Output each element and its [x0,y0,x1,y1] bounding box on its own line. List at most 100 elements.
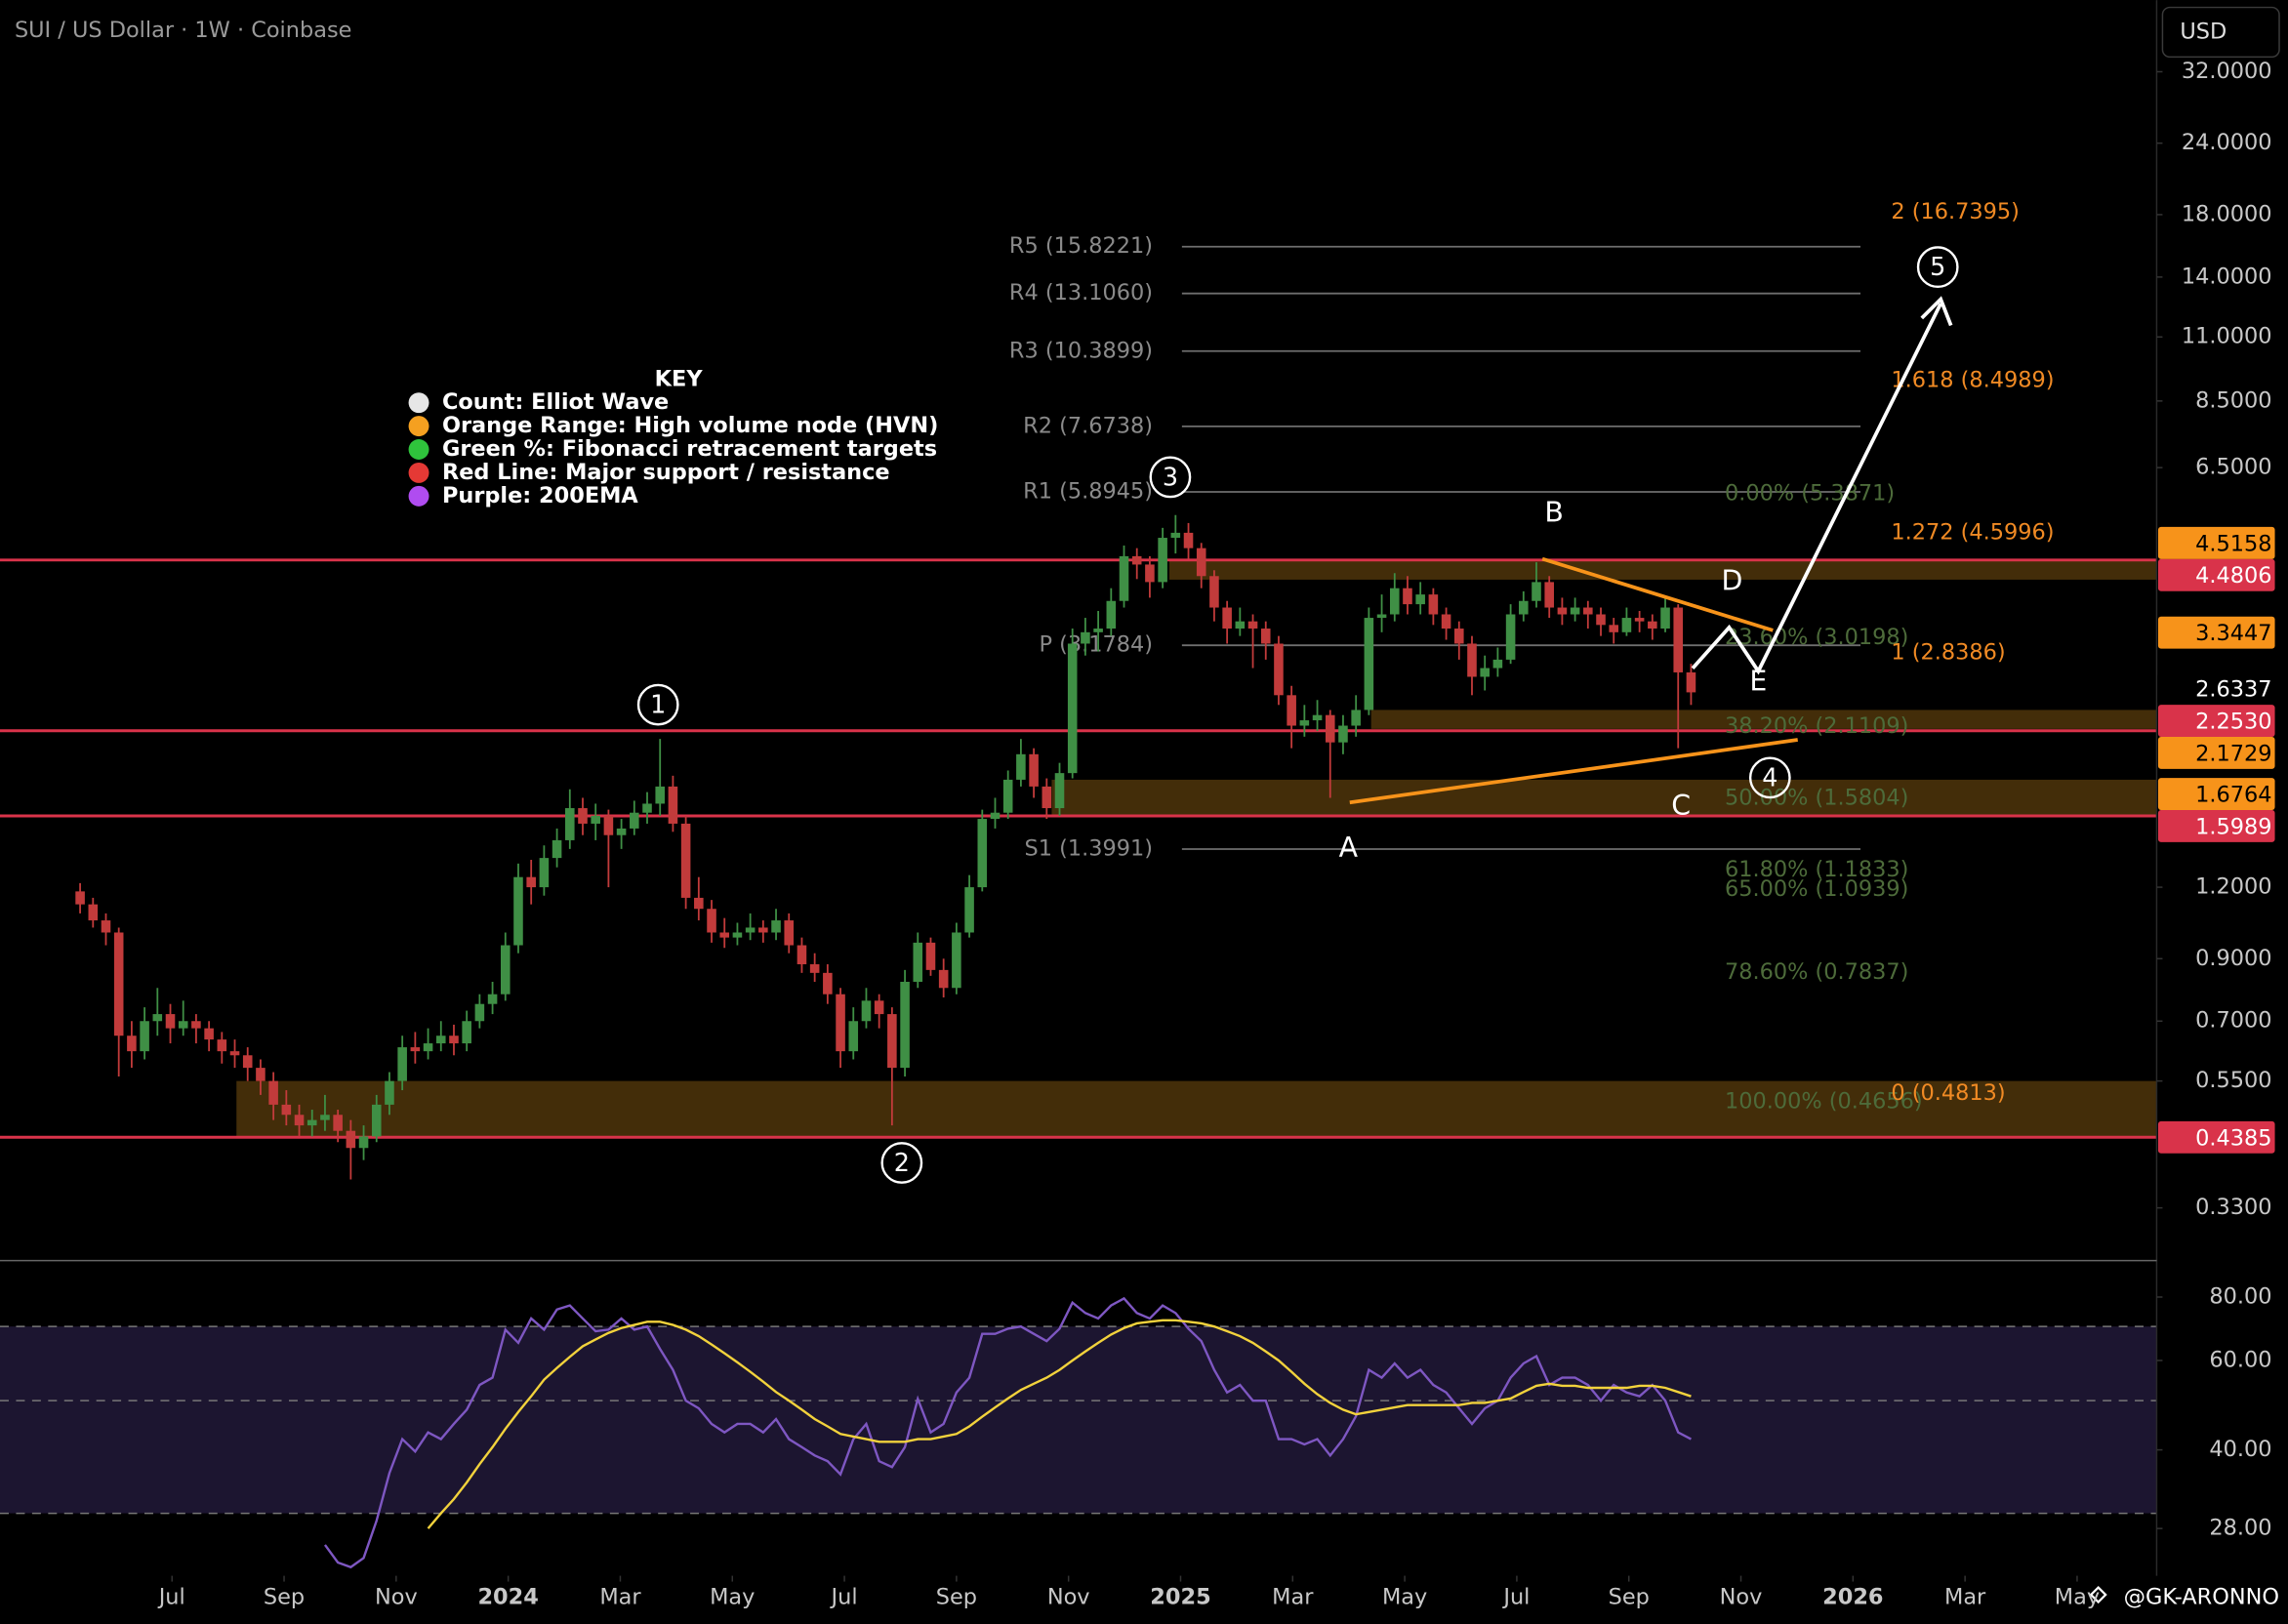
candle-body [1415,594,1425,605]
candle-body [977,819,988,888]
candle-body [1519,600,1529,615]
candle-body [1660,607,1670,629]
candle-body [655,786,665,804]
candle-body [591,815,600,824]
key-dot [408,439,429,460]
price-tag [2157,616,2275,649]
x-tick-label: Mar [1272,1585,1314,1610]
candle-body [1376,614,1387,619]
y-tick-label: 8.5000 [2195,387,2271,413]
arrow-head [1920,296,1953,327]
rsi-y-tick-label: 80.00 [2209,1283,2271,1309]
rsi-ma-line [427,1319,1692,1529]
rsi-y-tick-label: 40.00 [2209,1437,2271,1462]
candle-body [861,1000,872,1022]
candle-body [513,876,523,946]
wave-circle [1149,456,1192,499]
wave-label: 2 [894,1148,910,1177]
candle-body [1621,618,1632,632]
candle-body [1158,538,1167,583]
price-tag [2157,526,2275,559]
candle-body [680,823,691,898]
hvn-zone [236,1080,2157,1138]
candle-body [113,932,124,1036]
x-tick-label: Jul [157,1585,185,1610]
candle-body [565,808,575,840]
x-tick-label: Nov [375,1585,418,1610]
candle-body [178,1021,188,1029]
hvn-zone [1169,559,2157,580]
fib-retracement-label: 38.20% (2.1109) [1725,713,1908,739]
wave-label: 3 [1163,462,1178,491]
candle-body [964,887,974,933]
key-title: KEY [655,366,704,391]
candle-body [758,927,768,933]
candle-body [1351,710,1361,726]
candle-body [1002,779,1013,813]
hvn-zone [1370,710,2157,729]
candle-body [1042,786,1052,809]
candle-body [1183,532,1194,548]
fib-retracement-label: 0.00% (5.3871) [1725,480,1895,506]
price-tag-label: 3.3447 [2195,621,2271,646]
x-tick-label: Sep [1609,1585,1650,1610]
annotations [1349,296,1953,805]
y-tick-label: 0.9000 [2195,946,2271,971]
candle-body [1312,714,1323,721]
x-tick-label: Jul [1501,1585,1530,1610]
fib-retracement-label: 65.00% (1.0939) [1725,876,1908,902]
candle-body [848,1021,859,1052]
candle-body [217,1039,227,1052]
price-tag-label: 1.6764 [2195,783,2271,808]
candle-body [1287,695,1296,726]
y-tick-label: 0.5500 [2195,1068,2271,1093]
candle-body [630,812,639,829]
candle-body [435,1035,446,1044]
rsi-y-tick-label: 28.00 [2209,1516,2271,1541]
candle-body [474,1003,485,1022]
candle-body [1441,614,1451,629]
candle-body [938,969,949,989]
price-tag-label: 4.4806 [2195,563,2271,589]
x-tick-label: Mar [1944,1585,1986,1610]
x-tick-label: 2026 [1822,1585,1883,1610]
x-tick-label: Sep [264,1585,305,1610]
candle-body [603,815,614,835]
candle-body [410,1047,421,1052]
candle-body [526,876,536,888]
fib-extension-label: 1.618 (8.4989) [1891,367,2054,392]
y-tick-label: 1.2000 [2195,874,2271,900]
candle-body [462,1021,471,1044]
candle-body [1299,720,1310,726]
x-tick-label: May [2055,1585,2100,1610]
candle-body [1609,625,1619,632]
candle-body [204,1028,214,1040]
candle-body [294,1115,305,1126]
candle-body [823,972,833,995]
key-item: Count: Elliot Wave [442,389,669,415]
candle-body [952,932,961,989]
currency-label[interactable]: USD [2180,19,2227,44]
candle-body [1532,582,1541,601]
candle-body [732,932,743,938]
candle-body [1648,621,1657,629]
candle-body [423,1043,433,1052]
candle-body [990,812,1001,820]
candle-body [487,994,498,1004]
x-tick-label: Nov [1720,1585,1763,1610]
candle-body [1119,555,1129,601]
wave-circle [1748,756,1791,799]
x-tick-label: 2024 [477,1585,538,1610]
currency-button[interactable] [2161,6,2280,59]
candle-body [913,942,923,982]
candle-body [1222,607,1232,629]
wave-circle [1916,246,1959,289]
candle-body [1247,621,1258,629]
candle-body [358,1136,369,1149]
abc-label: A [1339,832,1359,864]
candle-body [694,897,704,910]
candle-body [642,803,652,813]
candle-body [1428,594,1439,615]
abc-label: D [1722,565,1743,597]
